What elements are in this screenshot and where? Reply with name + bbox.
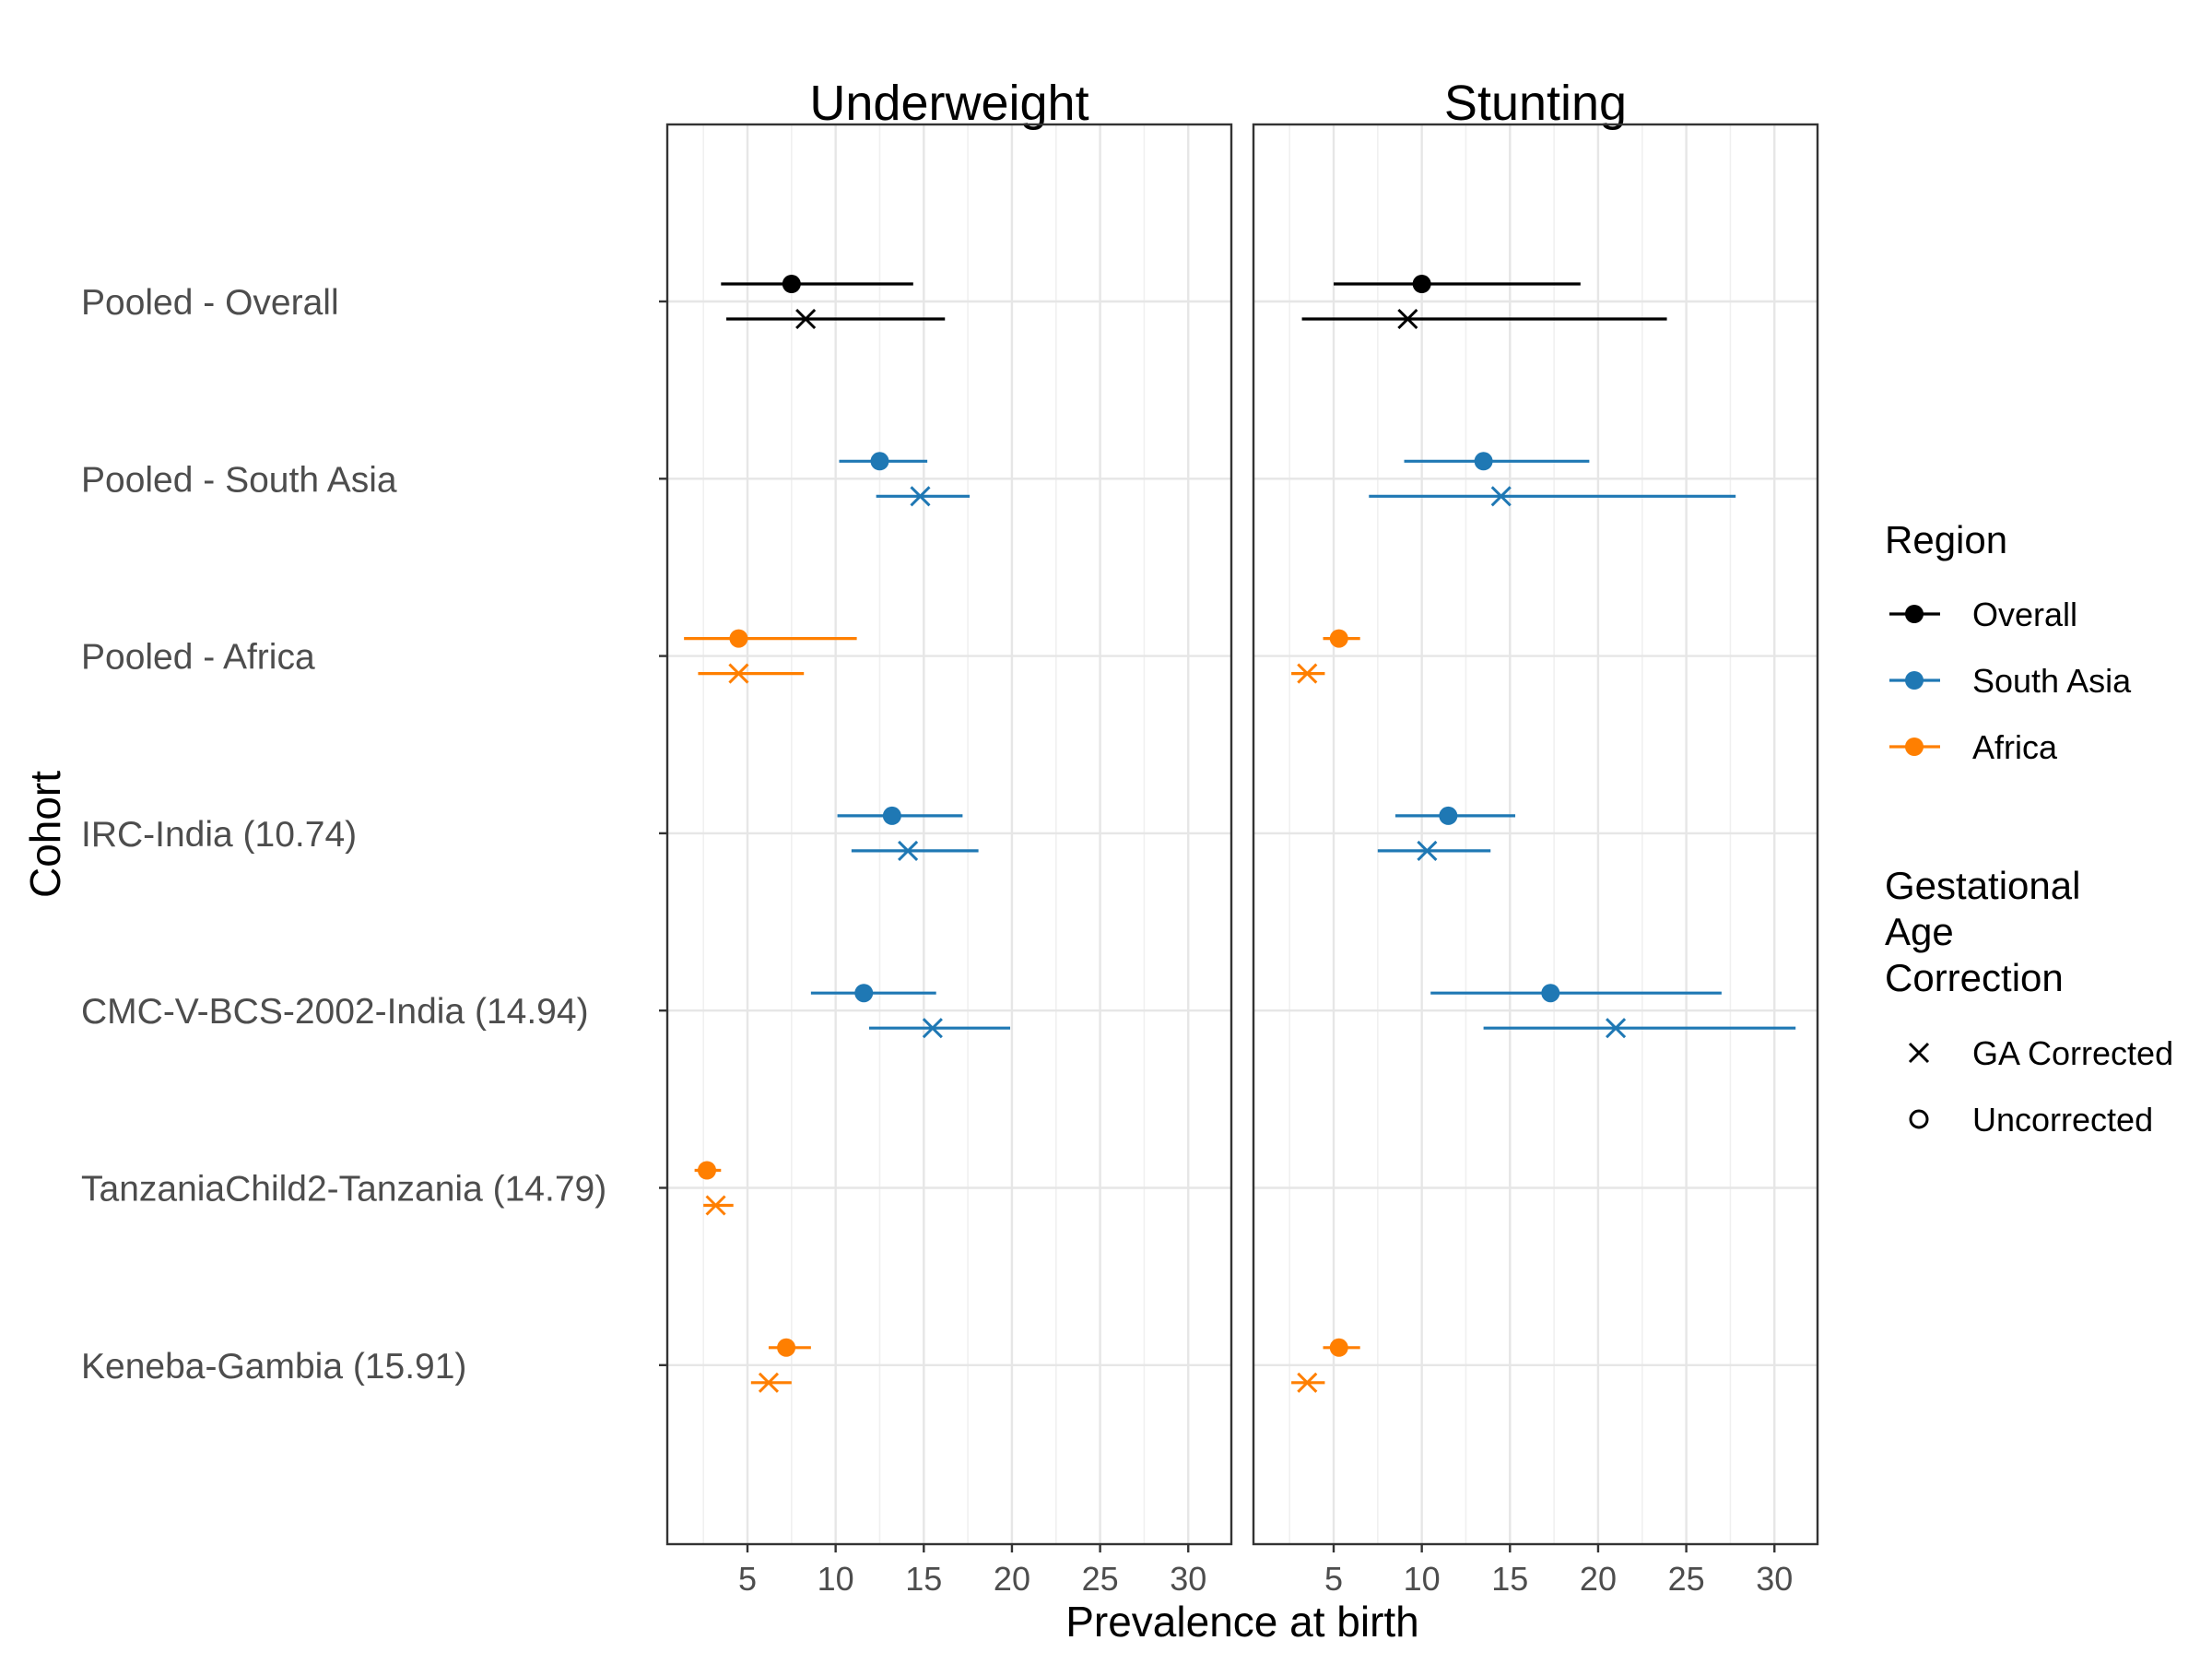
mark-underweight-irc-india-10-74-uncorrected-point xyxy=(882,806,901,825)
mark-underweight-cmc-v-bcs-2002-india-14-94-ga-corrected-point xyxy=(922,1018,943,1039)
mark-underweight-pooled-africa-ga-corrected-point xyxy=(728,663,749,684)
x-tick-label: 15 xyxy=(1491,1560,1528,1598)
x-tick-label: 5 xyxy=(1324,1560,1343,1598)
x-axis-title: Prevalence at birth xyxy=(1065,1598,1419,1646)
legend-cross-icon xyxy=(1908,1042,1930,1064)
legend-item-overall: Overall xyxy=(1972,596,2077,633)
panel-title: Underweight xyxy=(809,76,1088,131)
panel-stunting: Stunting 5 10 15 20 25 30 xyxy=(1252,76,1819,1598)
legend-key-point xyxy=(1905,671,1924,690)
legend-circle-icon xyxy=(1909,1109,1929,1129)
x-tick-label: 10 xyxy=(818,1560,854,1598)
cohort-label-cmc-v-bcs-2002-india-14-94: CMC-V-BCS-2002-India (14.94) xyxy=(81,992,589,1032)
x-tick-label: 25 xyxy=(1082,1560,1119,1598)
mark-stunting-cmc-v-bcs-2002-india-14-94-uncorrected-point xyxy=(1541,984,1560,1003)
x-tick-label: 10 xyxy=(1404,1560,1441,1598)
mark-underweight-keneba-gambia-15-91-ga-corrected-point xyxy=(758,1372,780,1393)
legend-key-point xyxy=(1905,738,1924,756)
x-tick-label: 25 xyxy=(1668,1560,1705,1598)
mark-underweight-pooled-overall-ga-corrected-point xyxy=(795,308,817,330)
x-tick-label: 15 xyxy=(905,1560,942,1598)
cohort-label-pooled-south-asia: Pooled - South Asia xyxy=(81,460,397,500)
panel-border xyxy=(1252,123,1819,1546)
mark-underweight-pooled-africa-uncorrected-point xyxy=(729,629,748,648)
cohort-label-pooled-africa: Pooled - Africa xyxy=(81,638,315,678)
mark-underweight-pooled-south-asia-ga-corrected-point xyxy=(910,486,931,507)
mark-stunting-irc-india-10-74-uncorrected-point xyxy=(1439,806,1458,825)
cohort-label-pooled-overall: Pooled - Overall xyxy=(81,283,339,323)
mark-stunting-pooled-overall-ga-corrected-point xyxy=(1397,308,1418,330)
mark-stunting-keneba-gambia-15-91-uncorrected-point xyxy=(1329,1338,1348,1357)
mark-underweight-irc-india-10-74-ga-corrected-point xyxy=(898,840,919,861)
y-axis-title: Cohort xyxy=(21,771,69,898)
legend-region-title: Region xyxy=(1885,518,2007,561)
mark-underweight-tanzaniachild2-tanzania-14-79-ga-corrected-point xyxy=(705,1195,726,1216)
mark-underweight-tanzaniachild2-tanzania-14-79-uncorrected-point xyxy=(698,1161,717,1180)
legend-correction-title: Gestational xyxy=(1885,864,2080,907)
mark-stunting-keneba-gambia-15-91-ga-corrected-point xyxy=(1297,1372,1318,1393)
legend-item-ga-corrected: GA Corrected xyxy=(1972,1034,2173,1072)
mark-underweight-pooled-overall-uncorrected-point xyxy=(782,275,801,293)
mark-stunting-pooled-overall-uncorrected-point xyxy=(1412,275,1431,293)
legend-item-south-asia: South Asia xyxy=(1972,662,2132,700)
mark-underweight-keneba-gambia-15-91-uncorrected-point xyxy=(777,1338,796,1357)
x-tick-label: 30 xyxy=(1170,1560,1206,1598)
legend-item-africa: Africa xyxy=(1972,728,2058,766)
legend-item-uncorrected: Uncorrected xyxy=(1972,1101,2153,1139)
panel-underweight: Underweight 5 10 15 20 25 30 xyxy=(665,76,1233,1598)
mark-underweight-cmc-v-bcs-2002-india-14-94-uncorrected-point xyxy=(854,984,874,1003)
legend-key-point xyxy=(1905,605,1924,623)
panel-title: Stunting xyxy=(1444,76,1627,131)
legend-correction-title: Correction xyxy=(1885,956,2064,999)
legend-correction-title: Age xyxy=(1885,910,1954,953)
cohort-label-tanzaniachild2-tanzania-14-79: TanzaniaChild2-Tanzania (14.79) xyxy=(81,1170,606,1210)
mark-stunting-cmc-v-bcs-2002-india-14-94-ga-corrected-point xyxy=(1606,1018,1627,1039)
x-tick-label: 20 xyxy=(994,1560,1030,1598)
mark-underweight-pooled-south-asia-uncorrected-point xyxy=(870,452,889,471)
mark-stunting-pooled-south-asia-uncorrected-point xyxy=(1474,452,1493,471)
mark-stunting-irc-india-10-74-ga-corrected-point xyxy=(1417,840,1438,861)
x-tick-label: 30 xyxy=(1756,1560,1793,1598)
mark-stunting-pooled-africa-uncorrected-point xyxy=(1329,629,1348,648)
cohort-label-irc-india-10-74: IRC-India (10.74) xyxy=(81,815,357,855)
mark-stunting-pooled-africa-ga-corrected-point xyxy=(1297,663,1318,684)
x-tick-label: 20 xyxy=(1580,1560,1617,1598)
x-tick-label: 5 xyxy=(738,1560,757,1598)
cohort-label-keneba-gambia-15-91: Keneba-Gambia (15.91) xyxy=(81,1347,466,1387)
mark-stunting-pooled-south-asia-ga-corrected-point xyxy=(1490,486,1512,507)
